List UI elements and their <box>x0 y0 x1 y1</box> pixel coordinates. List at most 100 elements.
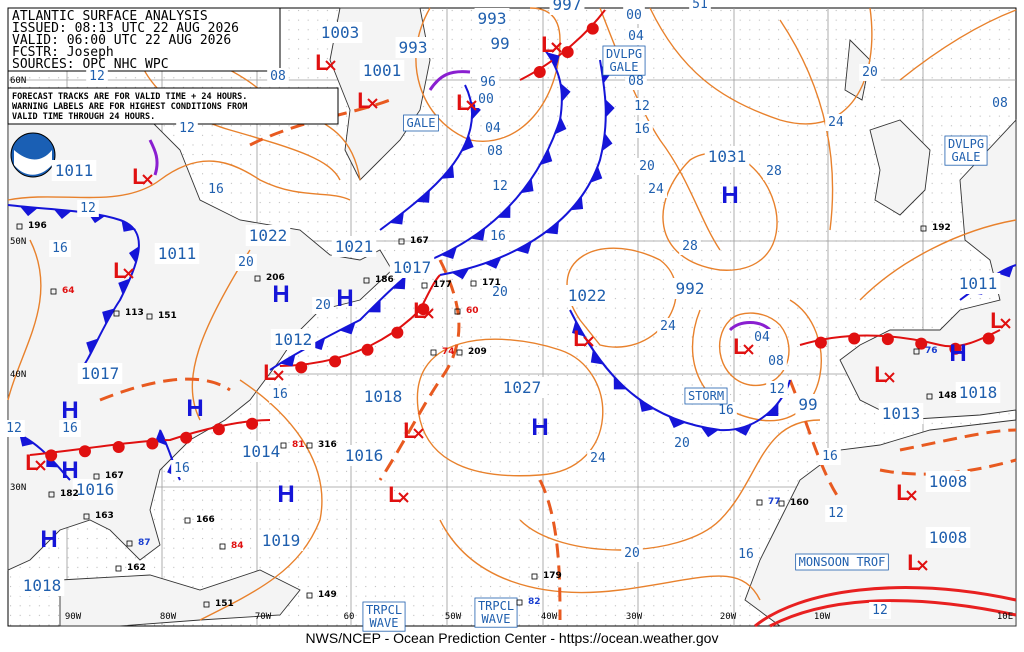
station-marker <box>456 349 463 356</box>
isobar-label: 28 <box>766 164 782 179</box>
low-center: L <box>907 550 920 575</box>
isobar-label-box <box>482 120 504 137</box>
warning-label-box <box>795 553 889 571</box>
isobar-label: 20 <box>862 65 878 80</box>
station-value: 206 <box>266 273 285 283</box>
isobar-label-box <box>77 200 99 217</box>
isobar-label: 12 <box>828 506 844 521</box>
low-center: L <box>874 362 887 387</box>
isobar-label: 20 <box>624 546 640 561</box>
center-pressure-box <box>955 273 1001 294</box>
cold-front-pip <box>613 376 627 390</box>
station-marker <box>48 491 55 498</box>
isobar-label: 12 <box>492 179 508 194</box>
isobar-label: 08 <box>487 144 503 159</box>
isobar-label: 04 <box>485 121 501 136</box>
center-pressure-box <box>878 403 924 424</box>
low-center-x <box>325 60 336 71</box>
station-marker <box>920 225 927 232</box>
cold-front-pip <box>765 403 779 416</box>
station-marker <box>913 348 920 355</box>
station-marker <box>146 313 153 320</box>
isobar-label-box <box>176 120 198 137</box>
info-line: ATLANTIC SURFACE ANALYSIS <box>12 9 208 24</box>
warm-front-pip <box>586 22 599 35</box>
station-value: 171 <box>482 278 501 288</box>
center-pressure: 1001 <box>363 61 402 80</box>
station-marker <box>454 308 461 315</box>
isobar-label-box <box>819 448 841 465</box>
station-value: 162 <box>127 563 146 573</box>
isobar-label-box <box>751 329 773 346</box>
isobar-label-box <box>765 353 787 370</box>
station-marker <box>203 601 210 608</box>
isobar-label-box <box>587 450 609 467</box>
station-marker <box>470 280 477 287</box>
station-marker <box>280 442 287 449</box>
station-value: 167 <box>410 236 429 246</box>
warm-front-pip <box>814 336 827 349</box>
isobar-label: 12 <box>80 201 96 216</box>
isobar-label-box <box>312 297 334 314</box>
isobar-label: 16 <box>490 229 506 244</box>
isobar-label: 08 <box>270 69 286 84</box>
isobar-label: 04 <box>754 330 770 345</box>
isobar-label-box <box>484 143 506 160</box>
isobar-label-box <box>671 435 693 452</box>
isobar-label: 24 <box>590 451 606 466</box>
isobar-label: 16 <box>62 421 78 436</box>
center-pressure: 1016 <box>76 480 115 499</box>
center-pressure-box <box>72 479 118 500</box>
cold-front-pip <box>367 299 381 313</box>
station-value: 81 <box>292 440 305 450</box>
isobar-label: 16 <box>822 449 838 464</box>
center-pressure: 1022 <box>249 226 288 245</box>
low-center-x <box>906 490 917 501</box>
isobar-label-box <box>59 420 81 437</box>
center-pressure-box <box>925 471 971 492</box>
cold-front-pip <box>392 276 406 290</box>
isobar-label-box <box>205 181 227 198</box>
station-value: 166 <box>196 515 215 525</box>
warm-front-pip <box>391 326 404 339</box>
high-center: H <box>721 182 738 209</box>
center-pressure: 99 <box>490 34 509 53</box>
warning-label-box <box>602 45 646 76</box>
low-center-x <box>273 370 284 381</box>
isobar-label-box <box>267 68 289 85</box>
warm-front-pip <box>881 333 894 346</box>
warm-front-pip <box>329 355 342 368</box>
low-center: L <box>25 450 38 475</box>
cold-front-pip <box>700 426 719 438</box>
center-pressure: 1017 <box>393 258 432 277</box>
cold-front-pip <box>155 429 168 446</box>
isobar-label-box <box>636 158 658 175</box>
station-value: 163 <box>95 511 114 521</box>
low-center-x <box>466 100 477 111</box>
cold-front-pip <box>590 349 604 365</box>
isobar-label-box <box>679 238 701 255</box>
cold-front-pip <box>471 101 481 120</box>
isobar-label: 12 <box>179 121 195 136</box>
low-center-x <box>917 560 928 571</box>
station-value: 167 <box>105 471 124 481</box>
station-value: 160 <box>790 498 809 508</box>
center-pressure: 1027 <box>503 378 542 397</box>
station-marker <box>113 310 120 317</box>
station-marker <box>254 275 261 282</box>
center-pressure: 1003 <box>321 23 360 42</box>
center-pressure-box <box>925 527 971 548</box>
info-line: SOURCES: OPC NHC WPC <box>12 57 169 72</box>
station-value: 151 <box>215 599 234 609</box>
warm-front-pip <box>45 449 58 462</box>
cold-front-pip <box>540 149 553 166</box>
warm-front-pip <box>561 46 574 59</box>
station-marker <box>756 499 763 506</box>
low-center: L <box>413 298 426 323</box>
center-pressure: 1018 <box>23 576 62 595</box>
high-center: H <box>277 481 294 508</box>
high-center: H <box>949 340 966 367</box>
center-pressure-box <box>341 445 387 466</box>
station-marker <box>531 573 538 580</box>
info-line: FCSTR: Joseph <box>12 45 114 60</box>
